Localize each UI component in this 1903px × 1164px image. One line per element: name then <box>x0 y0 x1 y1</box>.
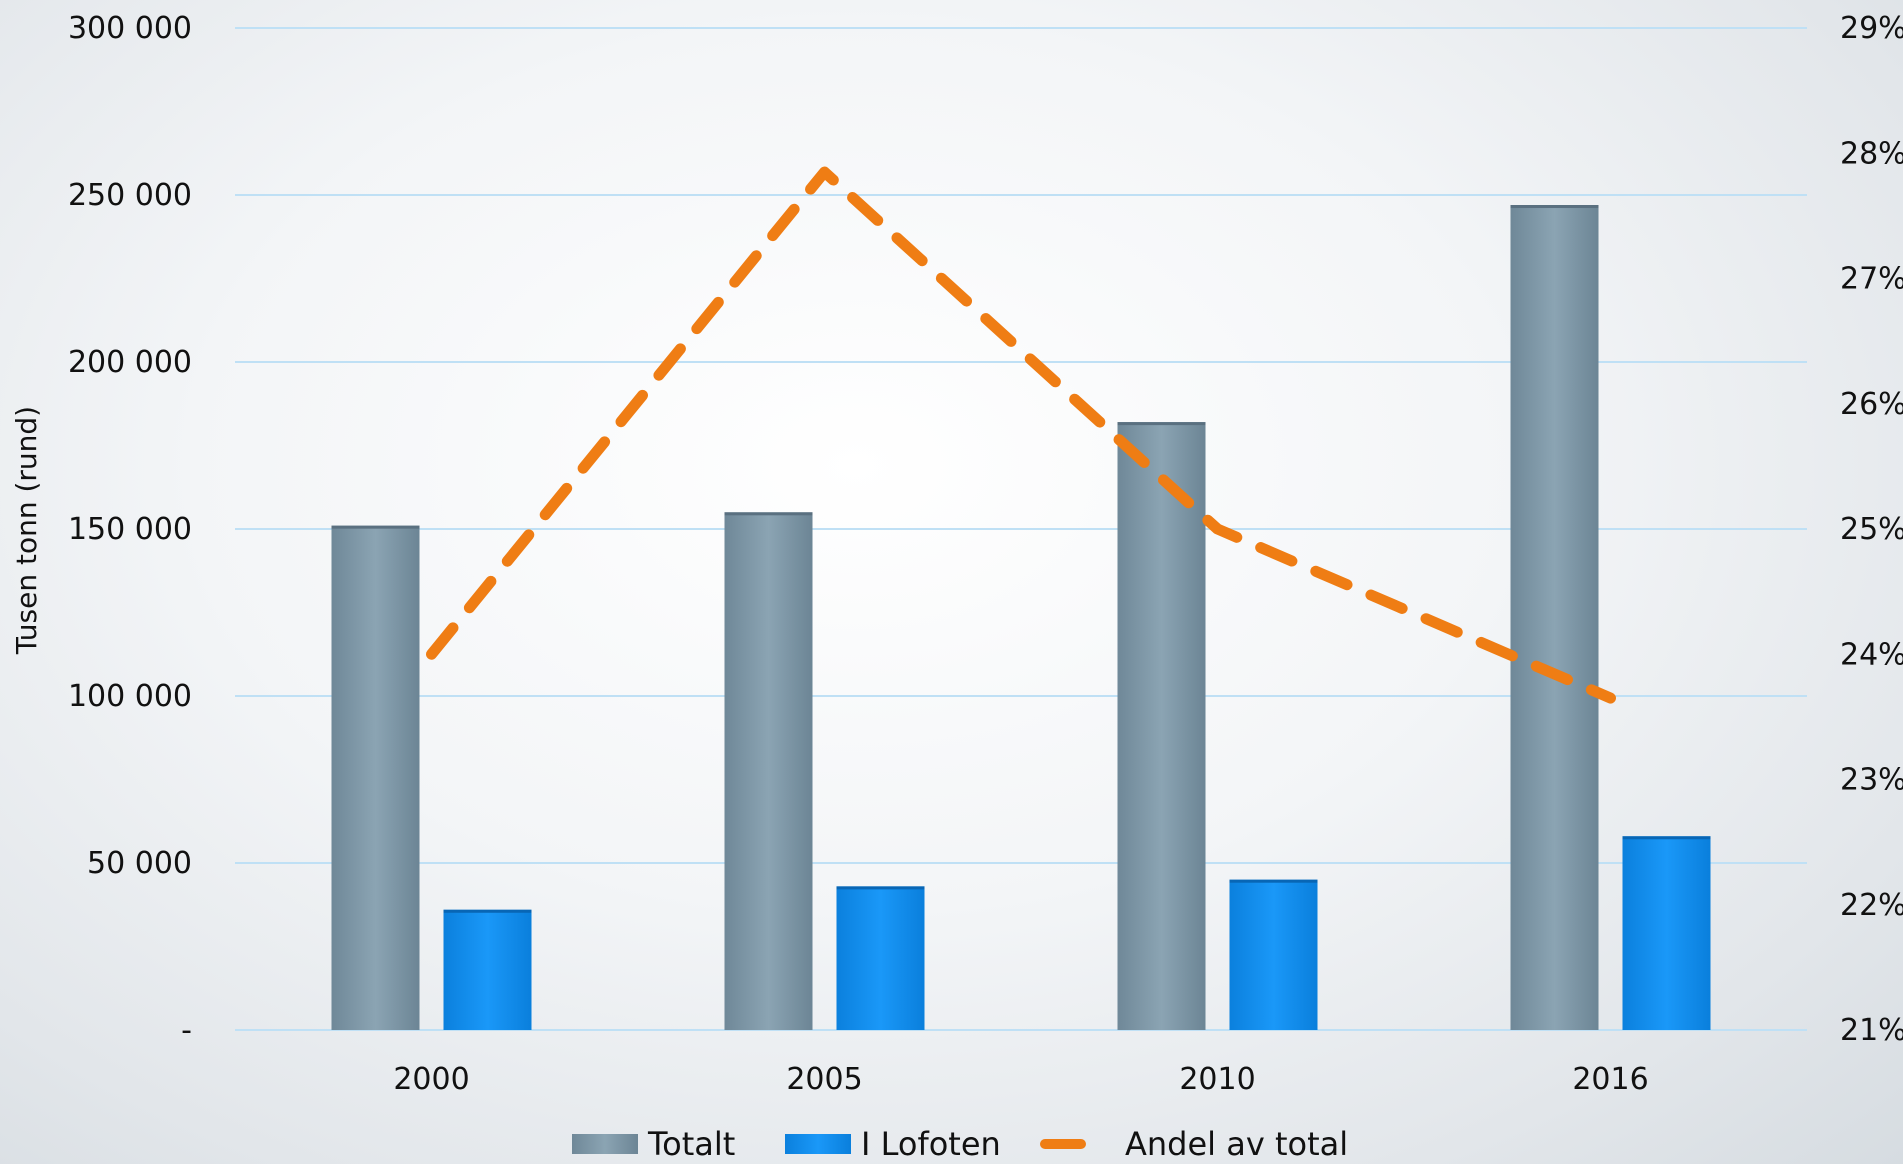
bar-i-lofoten <box>1229 879 1318 1030</box>
x-tick-label: 2010 <box>1179 1062 1255 1097</box>
bar-top-edge <box>1622 836 1711 840</box>
bar-totalt <box>724 512 813 1030</box>
y-tick-label: 200 000 <box>68 345 192 380</box>
legend-label: I Lofoten <box>861 1125 1001 1163</box>
line-andel-av-total <box>426 166 1616 704</box>
y2-tick-label: 21% <box>1840 1013 1903 1048</box>
y-tick-label: 100 000 <box>68 679 192 714</box>
y-axis-title: Tusen tonn (rund) <box>10 406 43 655</box>
y-tick-label: 300 000 <box>68 11 192 46</box>
bar-totalt <box>1510 205 1599 1030</box>
bar-totalt <box>1117 422 1206 1030</box>
y2-tick-label: 28% <box>1840 136 1903 171</box>
legend-label: Totalt <box>647 1125 735 1163</box>
bar-top-edge <box>1229 879 1318 883</box>
y-tick-label: 150 000 <box>68 512 192 547</box>
bar-top-edge <box>331 525 420 529</box>
y-tick-label: 250 000 <box>68 178 192 213</box>
bar-top-edge <box>724 512 813 516</box>
y-tick-label: - <box>181 1013 192 1048</box>
bar-top-edge <box>443 909 532 913</box>
bar-i-lofoten <box>836 886 925 1030</box>
y2-tick-label: 24% <box>1840 637 1903 672</box>
y2-tick-label: 27% <box>1840 262 1903 297</box>
bar-i-lofoten <box>1622 836 1711 1030</box>
y2-tick-label: 26% <box>1840 387 1903 422</box>
y2-tick-label: 22% <box>1840 888 1903 923</box>
y2-tick-label: 25% <box>1840 512 1903 547</box>
legend-label: Andel av total <box>1125 1125 1348 1163</box>
bar-top-edge <box>1117 422 1206 426</box>
legend-swatch <box>785 1134 851 1154</box>
y2-tick-label: 23% <box>1840 763 1903 798</box>
legend-swatch <box>572 1134 638 1154</box>
y-tick-label: 50 000 <box>87 846 192 881</box>
bar-totalt <box>331 525 420 1030</box>
bar-top-edge <box>1510 205 1599 209</box>
bar-top-edge <box>836 886 925 890</box>
bar-i-lofoten <box>443 909 532 1030</box>
y2-tick-label: 29% <box>1840 11 1903 46</box>
x-tick-label: 2016 <box>1572 1062 1648 1097</box>
x-tick-label: 2005 <box>786 1062 862 1097</box>
x-tick-label: 2000 <box>393 1062 469 1097</box>
